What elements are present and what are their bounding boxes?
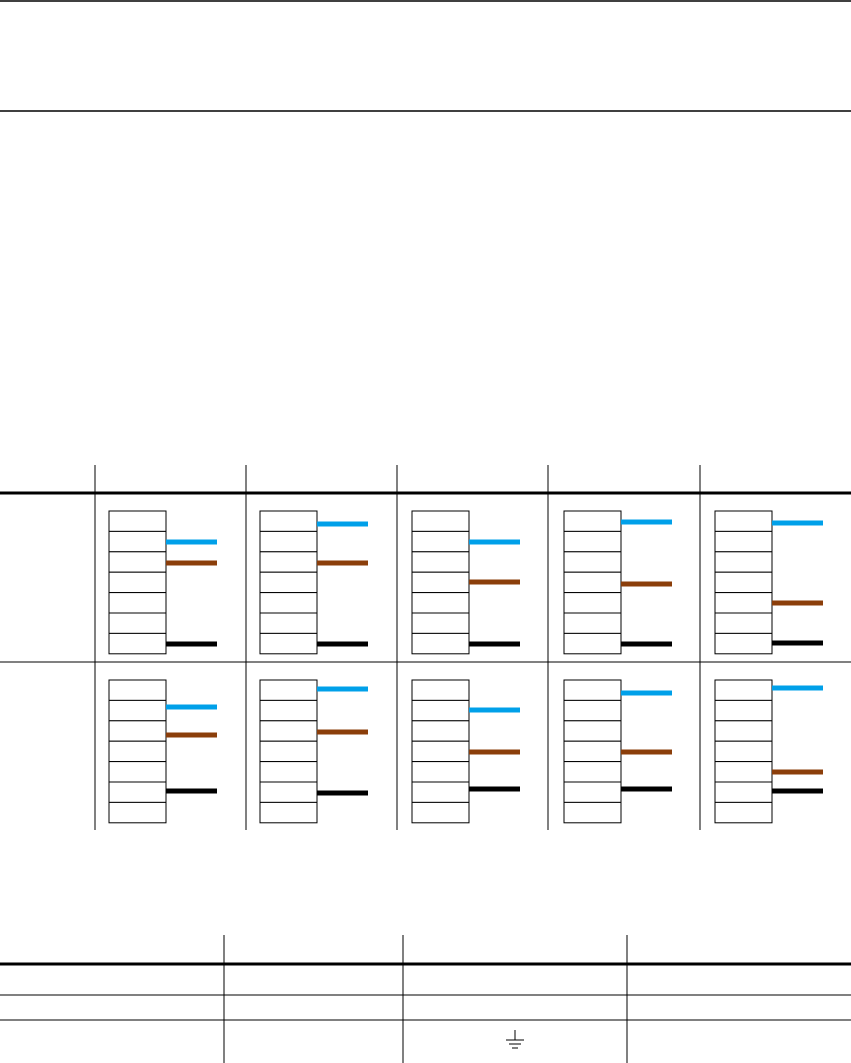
terminal	[411, 612, 470, 634]
terminal	[714, 781, 773, 803]
terminal	[714, 699, 773, 722]
terminal	[714, 530, 773, 553]
terminal	[108, 699, 167, 722]
terminal	[259, 801, 318, 824]
terminal	[411, 592, 470, 614]
bottom-table	[0, 935, 851, 1063]
terminal	[259, 571, 318, 594]
terminal	[259, 551, 318, 573]
terminal	[259, 612, 318, 634]
terminal-block	[108, 679, 217, 824]
terminal	[108, 571, 167, 594]
terminal	[108, 761, 167, 783]
terminal	[411, 530, 470, 553]
terminal-block	[563, 679, 672, 824]
terminal	[259, 632, 318, 655]
terminal	[411, 551, 470, 573]
terminal	[714, 679, 773, 701]
terminal	[714, 551, 773, 573]
terminal	[714, 612, 773, 634]
terminal-block	[411, 510, 520, 655]
terminal	[714, 761, 773, 783]
terminal	[108, 720, 167, 742]
terminal	[714, 632, 773, 655]
terminal	[563, 571, 622, 594]
ground-symbol	[506, 1030, 524, 1049]
terminal	[259, 740, 318, 763]
terminal	[411, 679, 470, 701]
terminal	[108, 612, 167, 634]
terminal-block	[108, 510, 217, 655]
terminal	[259, 761, 318, 783]
terminal	[411, 510, 470, 532]
terminal	[563, 632, 622, 655]
terminal	[259, 699, 318, 722]
terminal	[411, 699, 470, 722]
terminal-block	[714, 679, 823, 824]
terminal	[563, 699, 622, 722]
terminal	[411, 720, 470, 742]
terminal	[259, 781, 318, 803]
terminal	[259, 530, 318, 553]
terminal	[411, 781, 470, 803]
terminal	[108, 592, 167, 614]
terminal	[259, 720, 318, 742]
terminal	[563, 592, 622, 614]
terminal	[411, 740, 470, 763]
terminal	[108, 740, 167, 763]
terminal-block	[411, 679, 520, 824]
terminal	[108, 632, 167, 655]
terminal	[563, 679, 622, 701]
terminal	[411, 571, 470, 594]
terminal	[259, 679, 318, 701]
terminal	[411, 801, 470, 824]
terminal	[259, 510, 318, 532]
terminal	[563, 510, 622, 532]
wiring-table	[0, 465, 851, 830]
terminal	[714, 592, 773, 614]
terminal	[563, 740, 622, 763]
terminal	[563, 612, 622, 634]
terminal	[108, 679, 167, 701]
terminal	[108, 801, 167, 824]
terminal	[714, 740, 773, 763]
terminal	[563, 530, 622, 553]
terminal	[411, 761, 470, 783]
terminal	[563, 720, 622, 742]
terminal	[108, 551, 167, 573]
terminal-block	[259, 679, 368, 824]
terminal	[563, 761, 622, 783]
terminal	[714, 510, 773, 532]
terminal-block	[714, 510, 823, 655]
terminal-block	[259, 510, 368, 655]
terminal	[563, 551, 622, 573]
terminal	[563, 781, 622, 803]
terminal	[108, 781, 167, 803]
terminal	[108, 530, 167, 553]
terminal-block	[563, 510, 672, 655]
terminal	[411, 632, 470, 655]
terminal	[259, 592, 318, 614]
terminal	[714, 801, 773, 824]
terminal	[714, 571, 773, 594]
terminal	[714, 720, 773, 742]
terminal	[563, 801, 622, 824]
terminal	[108, 510, 167, 532]
